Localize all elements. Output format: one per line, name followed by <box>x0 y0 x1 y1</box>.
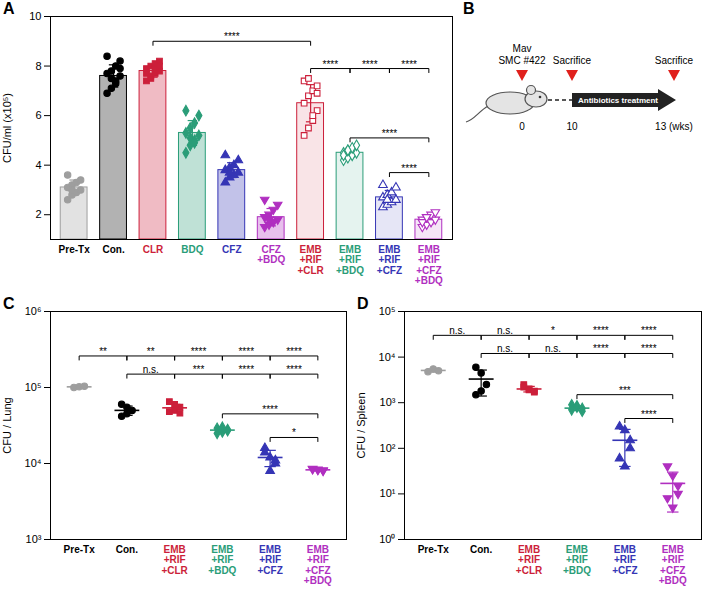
svg-text:****: **** <box>262 404 278 415</box>
svg-text:****: **** <box>286 346 302 357</box>
svg-text:10⁴: 10⁴ <box>25 457 42 469</box>
svg-text:Pre-Tx: Pre-Tx <box>418 544 450 555</box>
svg-text:****: **** <box>401 163 417 174</box>
svg-text:EMB+RIF+CFZ: EMB+RIF+CFZ <box>612 544 637 576</box>
svg-text:Con.: Con. <box>116 544 138 555</box>
svg-text:10: 10 <box>566 121 578 132</box>
svg-text:EMB+RIF+CLR: EMB+RIF+CLR <box>297 244 324 276</box>
svg-text:EMB+RIF+CFZ+BDQ: EMB+RIF+CFZ+BDQ <box>659 544 687 587</box>
svg-text:10: 10 <box>29 10 41 22</box>
html-text:A: A <box>3 0 15 17</box>
svg-text:EMB+RIF+CFZ+BDQ: EMB+RIF+CFZ+BDQ <box>415 244 443 287</box>
svg-text:EMB+RIF+BDQ: EMB+RIF+BDQ <box>563 544 591 576</box>
svg-text:CLR: CLR <box>143 244 164 255</box>
svg-text:CFZ: CFZ <box>222 244 241 255</box>
svg-text:****: **** <box>191 346 207 357</box>
svg-text:4: 4 <box>35 159 41 171</box>
svg-text:****: **** <box>641 409 657 420</box>
svg-text:**: ** <box>99 346 107 357</box>
html-text:C: C <box>3 295 15 312</box>
svg-text:CFU/ml (x10⁵): CFU/ml (x10⁵) <box>1 93 13 163</box>
svg-text:10⁰: 10⁰ <box>379 533 395 545</box>
svg-text:10⁶: 10⁶ <box>25 305 42 317</box>
svg-text:****: **** <box>224 31 240 42</box>
svg-text:*: * <box>551 325 555 336</box>
svg-text:****: **** <box>238 364 254 375</box>
svg-text:****: **** <box>593 325 609 336</box>
svg-text:6: 6 <box>35 109 41 121</box>
svg-text:Pre-Tx: Pre-Tx <box>59 244 91 255</box>
svg-text:****: **** <box>641 325 657 336</box>
svg-text:Mav: Mav <box>513 43 532 54</box>
svg-text:EMB+RIF+CFZ: EMB+RIF+CFZ <box>377 244 402 276</box>
svg-text:10¹: 10¹ <box>380 487 396 499</box>
svg-text:Sacrifice: Sacrifice <box>655 55 694 66</box>
svg-text:BDQ: BDQ <box>181 244 203 255</box>
svg-text:****: **** <box>401 59 417 70</box>
svg-text:n.s.: n.s. <box>497 325 513 336</box>
svg-text:EMB+RIF+CFZ+BDQ: EMB+RIF+CFZ+BDQ <box>304 544 332 587</box>
svg-text:***: *** <box>619 385 631 396</box>
svg-text:EMB+RIF+BDQ: EMB+RIF+BDQ <box>336 244 364 276</box>
svg-text:EMB+RIF+CFZ: EMB+RIF+CFZ <box>257 544 282 576</box>
svg-text:****: **** <box>286 364 302 375</box>
svg-text:****: **** <box>323 59 339 70</box>
svg-text:CFU / Spleen: CFU / Spleen <box>355 392 367 458</box>
svg-text:n.s.: n.s. <box>449 325 465 336</box>
svg-text:**: ** <box>147 346 155 357</box>
svg-text:EMB+RIF+CLR: EMB+RIF+CLR <box>161 544 188 576</box>
svg-text:****: **** <box>382 128 398 139</box>
svg-text:*: * <box>292 427 296 438</box>
svg-text:0: 0 <box>519 121 525 132</box>
svg-text:10³: 10³ <box>26 533 42 545</box>
svg-text:n.s.: n.s. <box>497 343 513 354</box>
svg-text:13 (wks): 13 (wks) <box>655 121 693 132</box>
svg-text:10²: 10² <box>380 442 396 454</box>
svg-text:****: **** <box>641 343 657 354</box>
svg-text:Pre-Tx: Pre-Tx <box>64 544 96 555</box>
svg-text:10³: 10³ <box>380 396 396 408</box>
svg-text:Antibiotics treatment: Antibiotics treatment <box>578 96 658 105</box>
svg-text:CFU / Lung: CFU / Lung <box>1 397 13 453</box>
svg-text:2: 2 <box>35 208 41 220</box>
svg-text:EMB+RIF+CLR: EMB+RIF+CLR <box>516 544 543 576</box>
svg-text:n.s.: n.s. <box>143 364 159 375</box>
svg-text:SMC #422: SMC #422 <box>498 55 546 66</box>
svg-text:10⁵: 10⁵ <box>25 381 42 393</box>
svg-text:****: **** <box>362 59 378 70</box>
svg-text:****: **** <box>593 343 609 354</box>
svg-text:EMB+RIF+BDQ: EMB+RIF+BDQ <box>208 544 236 576</box>
svg-text:****: **** <box>238 346 254 357</box>
svg-text:Con.: Con. <box>102 244 124 255</box>
html-text:D: D <box>357 295 369 312</box>
svg-text:n.s.: n.s. <box>545 343 561 354</box>
svg-text:***: *** <box>193 364 205 375</box>
html-text:B: B <box>463 0 475 17</box>
svg-text:CFZ+BDQ: CFZ+BDQ <box>257 244 285 265</box>
svg-text:10⁴: 10⁴ <box>379 351 396 363</box>
svg-text:8: 8 <box>35 60 41 72</box>
svg-text:Sacrifice: Sacrifice <box>553 55 592 66</box>
svg-text:Con.: Con. <box>470 544 492 555</box>
svg-text:10⁵: 10⁵ <box>379 305 396 317</box>
